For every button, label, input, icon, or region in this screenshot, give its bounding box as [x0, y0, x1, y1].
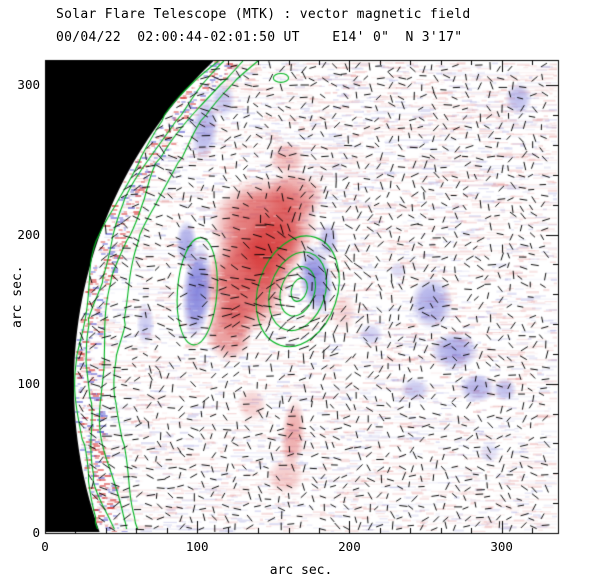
x-tick-label: 200	[338, 539, 361, 554]
x-axis-label: arc sec.	[269, 563, 333, 578]
x-tick-label: 300	[490, 539, 513, 554]
x-tick-label: 0	[41, 539, 49, 554]
y-tick-label: 100	[17, 375, 40, 391]
y-tick-label: 200	[17, 226, 40, 242]
figure-title: Solar Flare Telescope (MTK) : vector mag…	[56, 7, 471, 22]
y-tick-label: 300	[17, 77, 40, 93]
x-tick-label: 100	[185, 539, 209, 554]
y-axis-label: arc sec.	[10, 265, 25, 328]
y-tick-label: 0	[32, 524, 40, 540]
figure-subtitle: 00/04/22 02:00:44-02:01:50 UT E14' 0" N …	[56, 30, 463, 45]
